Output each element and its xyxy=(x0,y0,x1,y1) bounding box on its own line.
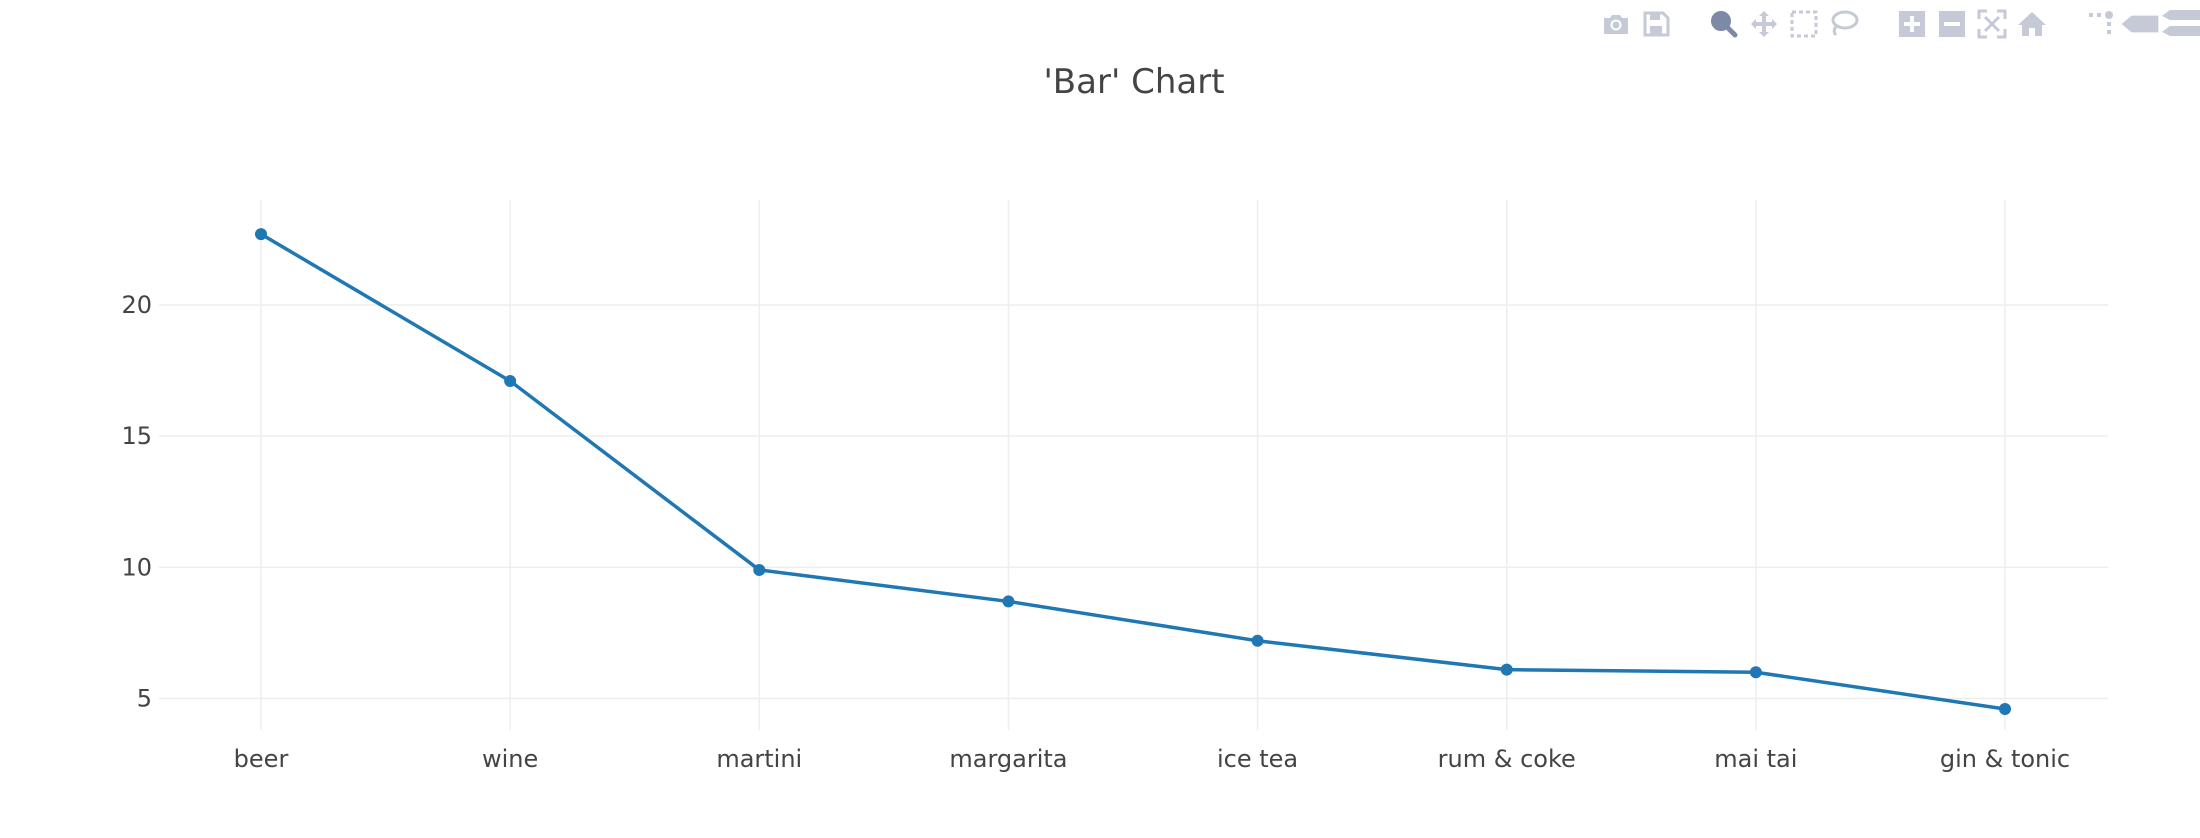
x-tick-label: martini xyxy=(716,745,802,773)
x-tick-label: margarita xyxy=(949,745,1067,773)
y-tick-label: 5 xyxy=(137,685,152,713)
zoom-out-button[interactable] xyxy=(1932,6,1972,42)
modebar-group-export xyxy=(1596,6,1676,42)
pan-icon xyxy=(1751,11,1777,37)
lasso-icon xyxy=(1831,10,1859,37)
save-button[interactable] xyxy=(1636,6,1676,42)
data-point[interactable] xyxy=(255,228,267,241)
marker-layer xyxy=(255,228,2011,716)
data-point[interactable] xyxy=(1002,595,1015,608)
y-tick-label: 20 xyxy=(121,291,152,319)
save-icon xyxy=(1643,11,1670,37)
home-icon xyxy=(2018,12,2046,36)
x-tick-label: gin & tonic xyxy=(1940,745,2070,773)
series-line xyxy=(260,232,2006,711)
x-tick-label: mai tai xyxy=(1714,745,1797,773)
pan-button[interactable] xyxy=(1744,6,1784,42)
x-tick-label: rum & coke xyxy=(1438,745,1576,773)
modebar xyxy=(1568,6,2200,42)
spike-lines-icon xyxy=(2089,11,2113,34)
modebar-group-drag xyxy=(1704,6,1864,42)
x-tick-label: wine xyxy=(482,745,538,773)
x-tick-label: ice tea xyxy=(1217,745,1298,773)
download-plot-button[interactable] xyxy=(1596,6,1636,42)
minus-icon xyxy=(1939,11,1965,37)
plus-icon xyxy=(1899,11,1925,37)
compare-hover-button[interactable] xyxy=(2160,6,2200,42)
autoscale-button[interactable] xyxy=(1972,6,2012,42)
show-closest-hover-button[interactable] xyxy=(2120,6,2160,42)
zoom-icon xyxy=(1711,11,1738,38)
camera-icon xyxy=(1604,15,1628,34)
grid-layer xyxy=(159,200,2108,730)
hover-closest-icon xyxy=(2121,15,2159,33)
hover-compare-icon xyxy=(2162,10,2200,36)
zoom-in-button[interactable] xyxy=(1892,6,1932,42)
box-select-button[interactable] xyxy=(1784,6,1824,42)
x-tick-label: beer xyxy=(234,745,289,773)
data-point[interactable] xyxy=(1999,703,2011,716)
data-point[interactable] xyxy=(1500,663,1513,676)
data-point[interactable] xyxy=(1749,666,1762,679)
chart-title: 'Bar' Chart xyxy=(1043,62,1225,102)
autoscale-icon xyxy=(1977,9,2007,39)
label-layer: beer wine martini margarita ice tea rum & cok… xyxy=(121,291,2070,773)
data-point[interactable] xyxy=(753,563,766,576)
reset-axes-button[interactable] xyxy=(2012,6,2052,42)
y-tick-label: 15 xyxy=(121,422,152,450)
line-layer xyxy=(260,232,2006,711)
data-point[interactable] xyxy=(504,375,517,388)
modebar-group-zoom xyxy=(1892,6,2052,42)
box-select-icon xyxy=(1790,10,1818,38)
data-point[interactable] xyxy=(1251,634,1264,647)
zoom-button[interactable] xyxy=(1704,6,1744,42)
y-tick-label: 10 xyxy=(121,553,152,581)
lasso-select-button[interactable] xyxy=(1824,6,1864,42)
modebar-group-hover xyxy=(2080,6,2200,42)
toggle-spike-lines-button[interactable] xyxy=(2080,6,2120,42)
